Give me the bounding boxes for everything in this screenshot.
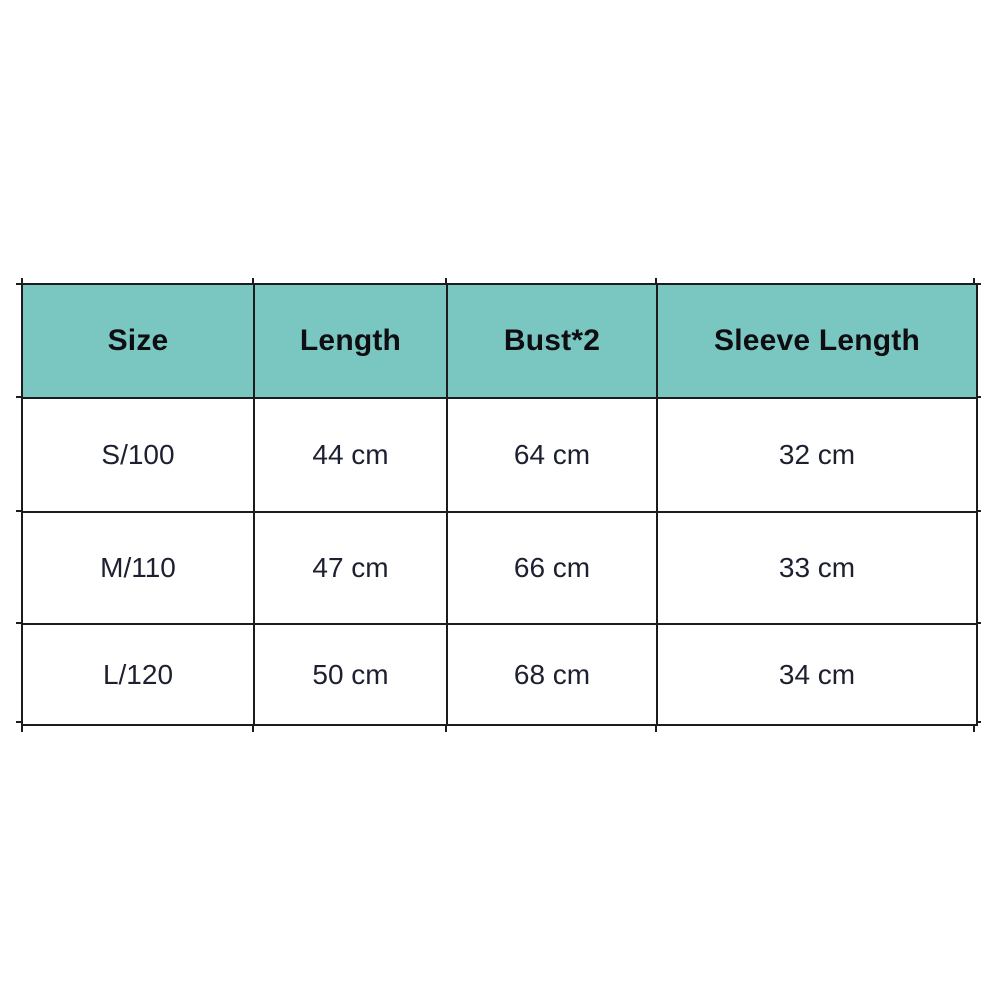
cell-bust-m: 66 cm (446, 511, 658, 625)
cell-size-l: L/120 (21, 623, 255, 726)
grid-tick (655, 278, 657, 283)
cell-sleeve-s: 32 cm (656, 397, 978, 513)
grid-tick (976, 396, 981, 398)
table-row-s100: S/100 44 cm 64 cm 32 cm (21, 397, 978, 513)
cell-length-s: 44 cm (253, 397, 448, 513)
cell-size-m: M/110 (21, 511, 255, 625)
grid-tick (21, 278, 23, 283)
grid-tick (252, 278, 254, 283)
size-table: Size Length Bust*2 Sleeve Length S/100 4… (21, 283, 978, 726)
grid-tick (976, 283, 981, 285)
grid-tick (973, 724, 975, 732)
header-length: Length (253, 283, 448, 399)
table-header-row: Size Length Bust*2 Sleeve Length (21, 283, 978, 399)
table-row-m110: M/110 47 cm 66 cm 33 cm (21, 511, 978, 625)
grid-tick (16, 510, 21, 512)
grid-tick (445, 724, 447, 732)
grid-tick (252, 724, 254, 732)
grid-tick (445, 278, 447, 283)
grid-tick (21, 724, 23, 732)
grid-tick (16, 396, 21, 398)
grid-tick (16, 721, 21, 723)
cell-length-m: 47 cm (253, 511, 448, 625)
cell-sleeve-l: 34 cm (656, 623, 978, 726)
header-bust: Bust*2 (446, 283, 658, 399)
grid-tick (655, 724, 657, 732)
cell-bust-s: 64 cm (446, 397, 658, 513)
header-sleeve-length: Sleeve Length (656, 283, 978, 399)
grid-tick (973, 278, 975, 283)
grid-tick (16, 622, 21, 624)
grid-tick (976, 721, 981, 723)
cell-sleeve-m: 33 cm (656, 511, 978, 625)
cell-bust-l: 68 cm (446, 623, 658, 726)
table-row-l120: L/120 50 cm 68 cm 34 cm (21, 623, 978, 726)
header-size: Size (21, 283, 255, 399)
grid-tick (16, 283, 21, 285)
grid-tick (976, 622, 981, 624)
cell-length-l: 50 cm (253, 623, 448, 726)
size-chart-table: Size Length Bust*2 Sleeve Length S/100 4… (16, 278, 981, 732)
grid-tick (976, 510, 981, 512)
cell-size-s: S/100 (21, 397, 255, 513)
